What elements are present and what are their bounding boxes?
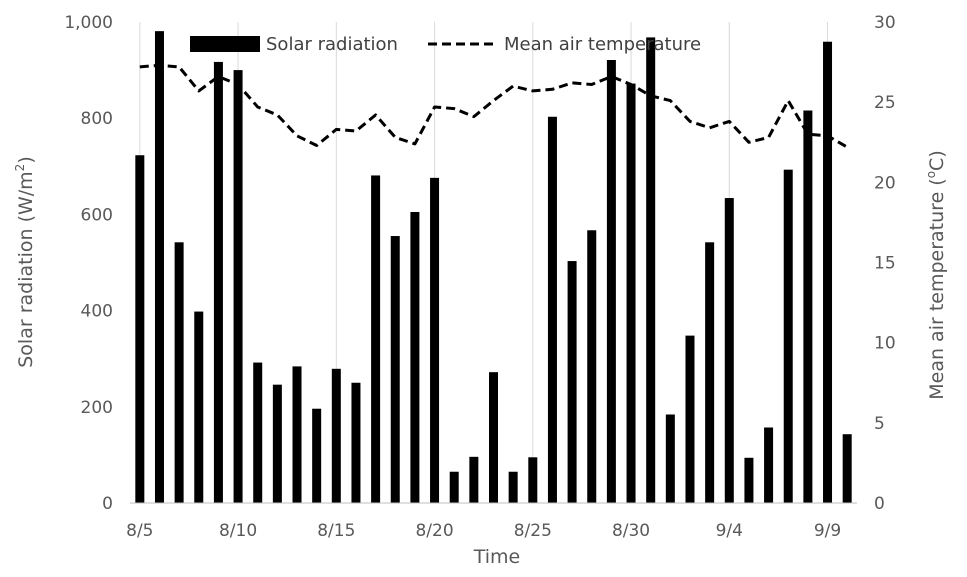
y-right-tick-label: 5	[874, 414, 885, 434]
bar	[449, 471, 459, 503]
x-tick-label: 8/10	[219, 521, 257, 541]
y-right-title-end: C)	[926, 150, 948, 171]
bar	[174, 242, 184, 503]
x-tick-label: 8/30	[612, 521, 650, 541]
bar	[705, 242, 715, 503]
bar-series-solar-radiation	[135, 31, 852, 504]
bar	[803, 110, 813, 503]
bar	[312, 408, 322, 503]
bar	[253, 362, 263, 503]
y-right-title-sup: o	[924, 171, 938, 178]
x-tick-label: 9/4	[716, 521, 743, 541]
bar	[646, 37, 656, 503]
bar	[331, 368, 341, 503]
y-right-axis-title: Mean air temperature (oC)	[924, 150, 948, 400]
bar	[410, 211, 420, 503]
bar	[744, 457, 754, 503]
bar	[154, 31, 164, 503]
y-left-tick-label: 0	[102, 494, 113, 514]
y-right-tick-label: 25	[874, 93, 896, 113]
bar	[724, 198, 734, 503]
y-left-axis-title: Solar radiation (W/m2)	[13, 156, 37, 368]
legend-label-solar-radiation: Solar radiation	[266, 34, 398, 55]
temperature-line	[139, 63, 848, 149]
y-right-tick-label: 20	[874, 173, 896, 193]
x-tick-label: 8/20	[415, 521, 453, 541]
bar	[567, 261, 577, 503]
bar	[351, 382, 361, 503]
bar	[606, 59, 616, 504]
y-left-tick-label: 1,000	[64, 13, 113, 33]
y-left-tick-label: 800	[81, 109, 113, 129]
bar	[292, 366, 302, 503]
bar	[685, 335, 695, 503]
y-left-tick-label: 400	[81, 302, 113, 322]
y-right-tick-label: 0	[874, 494, 885, 514]
y-right-tick-label: 30	[874, 13, 896, 33]
y-right-tick-label: 15	[874, 254, 896, 274]
bar	[823, 41, 833, 503]
bar	[489, 372, 498, 503]
bar	[783, 169, 793, 504]
bar	[213, 61, 223, 503]
bar	[528, 457, 538, 503]
bar	[842, 434, 852, 503]
legend-label-mean-air-temperature: Mean air temperature	[504, 34, 701, 55]
y-left-title-end: )	[15, 156, 37, 163]
x-axis-title: Time	[473, 546, 521, 568]
bar	[272, 384, 282, 503]
y-left-tick-label: 200	[81, 398, 113, 418]
bar	[390, 236, 400, 504]
bar	[194, 311, 204, 503]
x-tick-label: 8/25	[514, 521, 552, 541]
bar	[764, 427, 774, 503]
bar	[508, 471, 518, 503]
x-tick-label: 8/5	[126, 521, 153, 541]
y-left-title-main: Solar radiation (W/m	[15, 171, 37, 367]
y-left-tick-label: 600	[81, 205, 113, 225]
bar	[587, 230, 597, 503]
axes: 8/5 8/10 8/15 8/20 8/25 8/30 9/4 9/902004006008…	[64, 13, 895, 541]
bar	[469, 456, 479, 503]
legend: Solar radiation Mean air temperature	[190, 34, 701, 55]
bar	[430, 177, 440, 503]
bar	[135, 155, 145, 503]
bar	[665, 414, 675, 503]
x-tick-label: 8/15	[317, 521, 355, 541]
bar	[233, 70, 243, 503]
x-tick-label: 9/9	[814, 521, 841, 541]
y-left-title-sup: 2	[13, 164, 27, 172]
bar	[371, 175, 381, 503]
y-right-tick-label: 10	[874, 334, 896, 354]
y-right-title-main: Mean air temperature (	[926, 178, 948, 399]
bar	[626, 83, 636, 504]
bar	[547, 116, 557, 503]
gridlines	[139, 22, 829, 503]
legend-swatch-solar-radiation	[190, 36, 260, 52]
line-series-mean-air-temperature	[139, 63, 848, 149]
